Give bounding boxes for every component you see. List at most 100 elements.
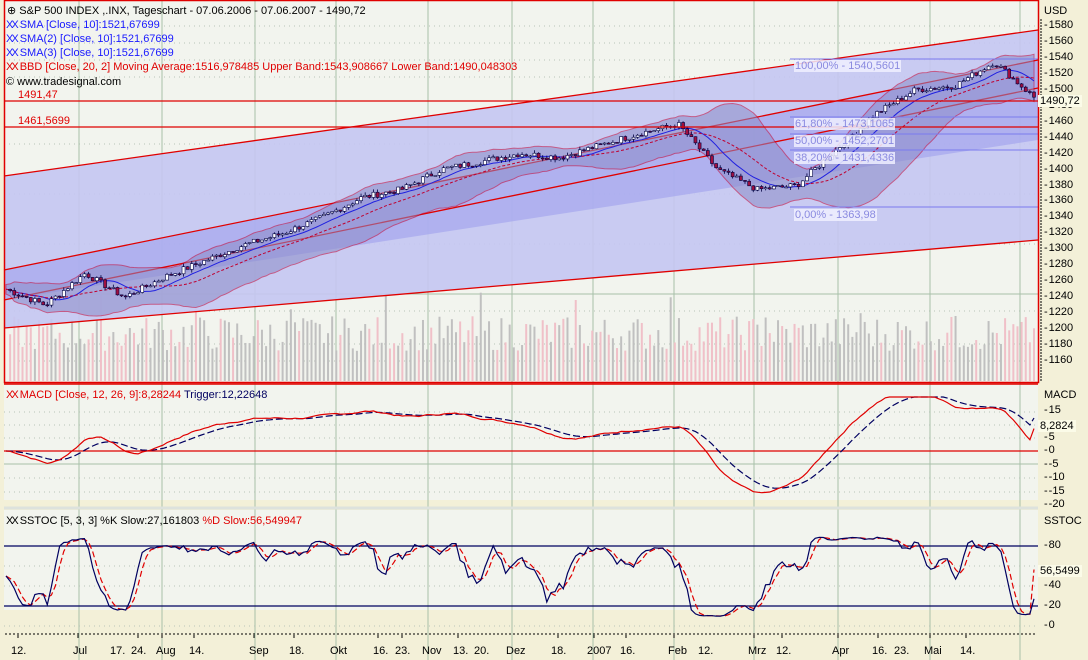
sstoc-legend[interactable]: XX SSTOC [5, 3, 3] %K Slow:27,161803 %D S… xyxy=(6,515,302,527)
time-axis-label: Feb xyxy=(668,645,687,657)
price-tick: 1500 xyxy=(1044,83,1073,95)
time-axis-label: 18. xyxy=(289,645,305,657)
legend-sma[interactable]: XX SMA [Close, 10]:1521,67699 xyxy=(6,19,160,31)
indicator-handle-icon[interactable]: XX xyxy=(6,19,19,31)
price-tick: 1440 xyxy=(1044,131,1073,143)
price-current-value: 1490,72 xyxy=(1038,95,1082,107)
sstoc-tick: 40 xyxy=(1044,579,1061,591)
price-tick: 1460 xyxy=(1044,115,1073,127)
price-tick: 1320 xyxy=(1044,226,1073,238)
price-tick: 1580 xyxy=(1044,19,1073,31)
time-axis-label: 18. xyxy=(551,645,567,657)
macd-axis[interactable]: MACD 15 50 -5-10 -15-20 xyxy=(1040,385,1088,510)
time-axis-label: 2007 xyxy=(587,645,612,657)
indicator-handle-icon[interactable]: XX xyxy=(6,389,19,401)
sstoc-axis[interactable]: SSTOC 80 40 20 0 xyxy=(1040,510,1088,631)
price-tick: 1240 xyxy=(1044,290,1073,302)
macd-tick: 15 xyxy=(1044,404,1061,416)
time-axis-label: Dez xyxy=(506,645,526,657)
fib-label-100: 100,00% - 1540,5601 xyxy=(794,60,902,72)
time-axis-label: Aug xyxy=(156,645,176,657)
macd-legend[interactable]: XX MACD [Close, 12, 26, 9]:8,28244 Trigge… xyxy=(6,389,267,401)
price-tick: 1380 xyxy=(1044,179,1073,191)
time-axis-label: 23. xyxy=(894,645,910,657)
hline-label-2: 1461,5699 xyxy=(18,115,70,127)
fib-label-618: 61,80% - 1473,1065 xyxy=(794,118,896,130)
macd-tick: -5 xyxy=(1044,458,1059,470)
time-axis-label: 17. xyxy=(110,645,126,657)
time-axis-label: Sep xyxy=(249,645,269,657)
price-tick: 1420 xyxy=(1044,147,1073,159)
volume-bars xyxy=(9,292,1035,381)
macd-tick: -15 xyxy=(1044,485,1065,497)
price-tick: 1220 xyxy=(1044,306,1073,318)
time-axis-label: 12. xyxy=(11,645,27,657)
time-axis-label: 16. xyxy=(872,645,888,657)
sstoc-axis-title: SSTOC xyxy=(1044,515,1082,527)
price-axis[interactable]: USD 158015601540152015001480146014401420… xyxy=(1040,0,1088,383)
price-tick: 1260 xyxy=(1044,274,1073,286)
indicator-handle-icon[interactable]: XX xyxy=(6,515,19,527)
fib-label-0: 0,00% - 1363,98 xyxy=(794,209,877,221)
time-axis-label: 24. xyxy=(131,645,147,657)
time-axis-label: 12. xyxy=(776,645,792,657)
price-tick: 1200 xyxy=(1044,322,1073,334)
legend-sma3[interactable]: XX SMA(3) [Close, 10]:1521,67699 xyxy=(6,47,174,59)
sstoc-d-label: %D Slow:56,549947 xyxy=(202,515,303,527)
time-axis-label: Mai xyxy=(924,645,942,657)
time-axis-label: Apr xyxy=(832,645,850,657)
time-axis-label: Okt xyxy=(330,645,348,657)
sstoc-tick: 0 xyxy=(1044,619,1055,631)
sstoc-pane[interactable] xyxy=(4,510,1038,610)
copyright-icon: © xyxy=(6,76,15,88)
chart-title: ⊕ S&P 500 INDEX ,.INX, Tageschart - 07.0… xyxy=(7,5,366,17)
chart-title-text: S&P 500 INDEX ,.INX, Tageschart - 07.06.… xyxy=(19,5,366,17)
legend-text: SMA(2) [Close, 10]:1521,67699 xyxy=(19,33,174,45)
price-tick: 1360 xyxy=(1044,194,1073,206)
price-tick: 1180 xyxy=(1044,338,1073,350)
price-tick: 1160 xyxy=(1044,354,1073,366)
legend-sma2[interactable]: XX SMA(2) [Close, 10]:1521,67699 xyxy=(6,33,174,45)
macd-tick: 5 xyxy=(1044,431,1055,443)
time-axis-label: Nov xyxy=(422,645,442,657)
sstoc-tick: 20 xyxy=(1044,599,1061,611)
price-tick: 1520 xyxy=(1044,67,1073,79)
legend-text: SMA(3) [Close, 10]:1521,67699 xyxy=(19,47,174,59)
time-axis-label: 12. xyxy=(698,645,714,657)
indicator-handle-icon[interactable]: XX xyxy=(6,47,19,59)
time-axis-label: 16. xyxy=(620,645,636,657)
price-tick: 1340 xyxy=(1044,210,1073,222)
time-axis-label: 23. xyxy=(395,645,411,657)
legend-text: BBD [Close, 20, 2] Moving Average:1516,9… xyxy=(19,61,518,73)
crosshair-icon: ⊕ xyxy=(7,5,17,17)
time-axis-label: 14. xyxy=(960,645,976,657)
macd-tick: -20 xyxy=(1044,498,1065,510)
macd-tick: -10 xyxy=(1044,471,1065,483)
time-axis-label: 16. xyxy=(373,645,389,657)
time-axis-label: Jul xyxy=(73,645,88,657)
price-tick: 1280 xyxy=(1044,258,1073,270)
fib-label-50: 50,00% - 1452,2701 xyxy=(794,135,896,147)
indicator-handle-icon[interactable]: XX xyxy=(6,33,19,45)
price-tick: 1560 xyxy=(1044,35,1073,47)
hline-label-1: 1491,47 xyxy=(18,89,58,101)
sstoc-k-label: SSTOC [5, 3, 3] %K Slow:27,161803 xyxy=(19,515,200,527)
macd-label: MACD [Close, 12, 26, 9]:8,28244 xyxy=(19,389,182,401)
time-axis-label: 14. xyxy=(189,645,205,657)
copyright: © www.tradesignal.com xyxy=(6,76,121,88)
price-tick: 1540 xyxy=(1044,51,1073,63)
time-axis-label: 13. xyxy=(453,645,469,657)
macd-trigger-label: Trigger:12,22648 xyxy=(183,389,268,401)
price-axis-title: USD xyxy=(1044,5,1068,17)
sstoc-current-value: 56,5499 xyxy=(1038,565,1082,577)
legend-bbd[interactable]: XX BBD [Close, 20, 2] Moving Average:1516… xyxy=(6,61,517,73)
indicator-handle-icon[interactable]: XX xyxy=(6,61,19,73)
macd-tick: 0 xyxy=(1044,444,1055,456)
sstoc-tick: 80 xyxy=(1044,539,1061,551)
time-axis-label: 20. xyxy=(474,645,490,657)
macd-pane[interactable] xyxy=(4,385,1038,500)
fib-label-382: 38,20% - 1431,4336 xyxy=(794,152,896,164)
copyright-text: www.tradesignal.com xyxy=(17,76,122,88)
time-axis-label: Mrz xyxy=(748,645,767,657)
